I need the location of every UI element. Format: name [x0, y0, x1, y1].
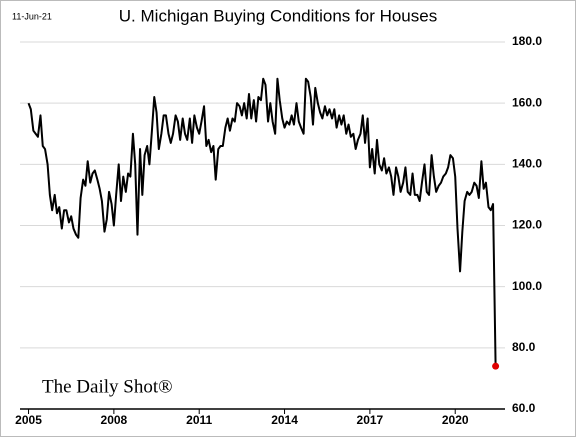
- data-line: [27, 77, 497, 367]
- chart-title: U. Michigan Buying Conditions for Houses: [119, 6, 437, 25]
- x-tick-label: 2008: [101, 413, 128, 427]
- x-tick-label: 2014: [271, 413, 298, 427]
- source-logo: The Daily Shot®: [42, 376, 173, 397]
- x-tick-label: 2005: [15, 413, 42, 427]
- x-tick-label: 2020: [442, 413, 469, 427]
- y-tick-label: 120.0: [512, 218, 542, 232]
- y-tick-label: 80.0: [512, 340, 536, 354]
- y-tick-label: 60.0: [512, 401, 536, 415]
- y-tick-label: 160.0: [512, 95, 542, 109]
- x-tick-label: 2011: [186, 413, 212, 427]
- x-tick-label: 2017: [357, 413, 384, 427]
- y-tick-label: 180.0: [512, 34, 542, 48]
- date-label: 11-Jun-21: [12, 11, 52, 21]
- last-point: [492, 362, 500, 370]
- y-tick-label: 100.0: [512, 279, 542, 293]
- y-tick-label: 140.0: [512, 157, 542, 171]
